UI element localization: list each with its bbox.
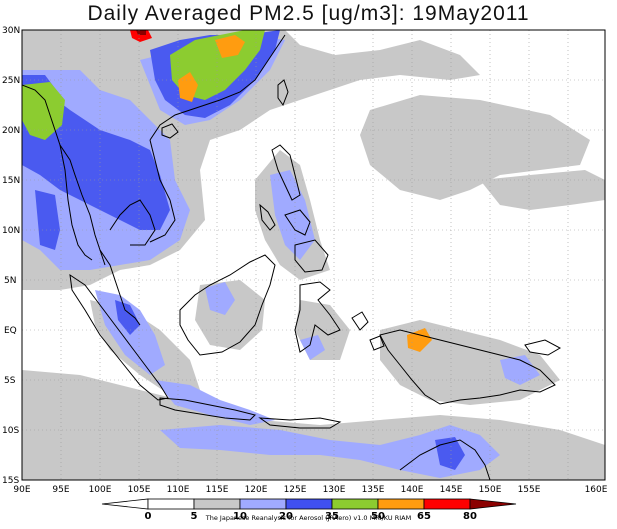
colorbar-segment [285, 498, 333, 510]
lat-label: 20N [2, 126, 20, 136]
coast-sulawesi [294, 281, 341, 353]
lat-label: 30N [2, 26, 20, 36]
colorbar-segment [147, 498, 195, 510]
colorbar-label: 80 [463, 511, 477, 522]
coastlines [22, 34, 562, 480]
lon-label: 105E [128, 485, 151, 495]
colorbar-arrow-left [101, 498, 149, 510]
colorbar-label: 0 [145, 511, 152, 522]
lon-label: 145E [440, 485, 463, 495]
lat-label: 25N [2, 76, 20, 86]
orange-region-guangdong [178, 72, 198, 102]
credit-line: The Japanese Reanalysis for Aerosol (JRA… [205, 514, 412, 522]
lon-label: 115E [206, 485, 229, 495]
lat-label: 15S [2, 476, 19, 486]
orange-region-newguinea [407, 328, 432, 352]
gray-region-east-band [480, 170, 605, 210]
lat-label: 10S [2, 426, 19, 436]
colorbar: 0 5 10 20 35 50 65 80 [101, 498, 517, 522]
coast-china-south [149, 34, 286, 141]
gray-region-east [360, 95, 590, 200]
orange-region-china-north [215, 35, 245, 58]
coast-newguinea [379, 329, 556, 405]
colorbar-label: 10 [233, 511, 247, 522]
coast-gulf-thailand [109, 199, 156, 246]
coast-taiwan [277, 79, 289, 107]
blue-region-malay [115, 300, 140, 335]
green-region-bengal [22, 82, 65, 140]
pm25-field [22, 30, 605, 480]
gray-region-borneo [195, 280, 265, 350]
coast-maluku [351, 311, 385, 351]
colorbar-arrow-right [469, 498, 517, 510]
lat-label: 10N [2, 226, 20, 236]
coast-borneo [179, 254, 276, 356]
coast-vietnam [149, 139, 176, 243]
colorbar-label: 20 [279, 511, 293, 522]
lon-label: 130E [323, 485, 346, 495]
darkred-region-hotspot [136, 30, 146, 35]
lat-label: 15N [2, 176, 20, 186]
lon-label: 90E [13, 485, 30, 495]
latitude-labels: 30N 25N 20N 15N 10N 5N EQ 5S 10S 15S [2, 26, 20, 486]
red-region-hotspot [130, 30, 152, 42]
lat-label: 5N [4, 276, 16, 286]
blue-region-myanmar [35, 190, 60, 250]
coast-newbritain [524, 339, 562, 356]
lon-label: 125E [284, 485, 307, 495]
coast-hainan [161, 123, 179, 139]
lon-label: 155E [518, 485, 541, 495]
coast-myanmar [59, 144, 93, 261]
colorbar-label: 5 [191, 511, 198, 522]
lightblue-region-luzon [270, 170, 315, 260]
colorbar-segment [239, 498, 287, 510]
coast-australia [399, 439, 491, 480]
lon-label: 95E [52, 485, 69, 495]
map-title: Daily Averaged PM2.5 [ug/m3]: 19May2011 [87, 2, 530, 25]
longitude-labels: 90E 95E 100E 105E 110E 115E 120E 125E 13… [13, 485, 607, 495]
gray-region-newguinea [380, 320, 560, 405]
colorbar-label: 65 [417, 511, 431, 522]
colorbar-segment [331, 498, 379, 510]
coast-lesser-sunda [258, 417, 342, 429]
coast-luzon [271, 144, 301, 201]
plot-frame [21, 29, 606, 481]
lon-label: 110E [167, 485, 190, 495]
colorbar-segment [423, 498, 471, 510]
lat-label: 5S [4, 376, 16, 386]
lightblue-region-south-band [160, 425, 500, 478]
coast-visayas [284, 209, 311, 236]
colorbar-segment [377, 498, 425, 510]
lon-label: 150E [479, 485, 502, 495]
coast-thailand-malay [99, 249, 141, 326]
lon-label: 100E [89, 485, 112, 495]
blue-region-south [435, 437, 465, 470]
colorbar-label: 50 [371, 511, 385, 522]
lightblue-region-newguinea [500, 355, 540, 385]
coast-india-bangladesh [22, 84, 106, 266]
colorbar-label: 35 [325, 511, 339, 522]
lightblue-region-java [155, 380, 275, 425]
coast-sumatra [69, 273, 169, 401]
lon-label: 160E [585, 485, 608, 495]
lightblue-region-sulawesi [300, 335, 325, 360]
blue-region-indochina [22, 95, 170, 230]
coast-java [159, 397, 256, 421]
coast-palawan [259, 203, 276, 231]
lon-label: 120E [245, 485, 268, 495]
lat-label: EQ [4, 326, 17, 336]
lon-label: 140E [401, 485, 424, 495]
lightblue-region-borneo [205, 282, 235, 315]
colorbar-segment [193, 498, 241, 510]
lon-label: 135E [362, 485, 385, 495]
coast-mindanao [294, 239, 329, 273]
